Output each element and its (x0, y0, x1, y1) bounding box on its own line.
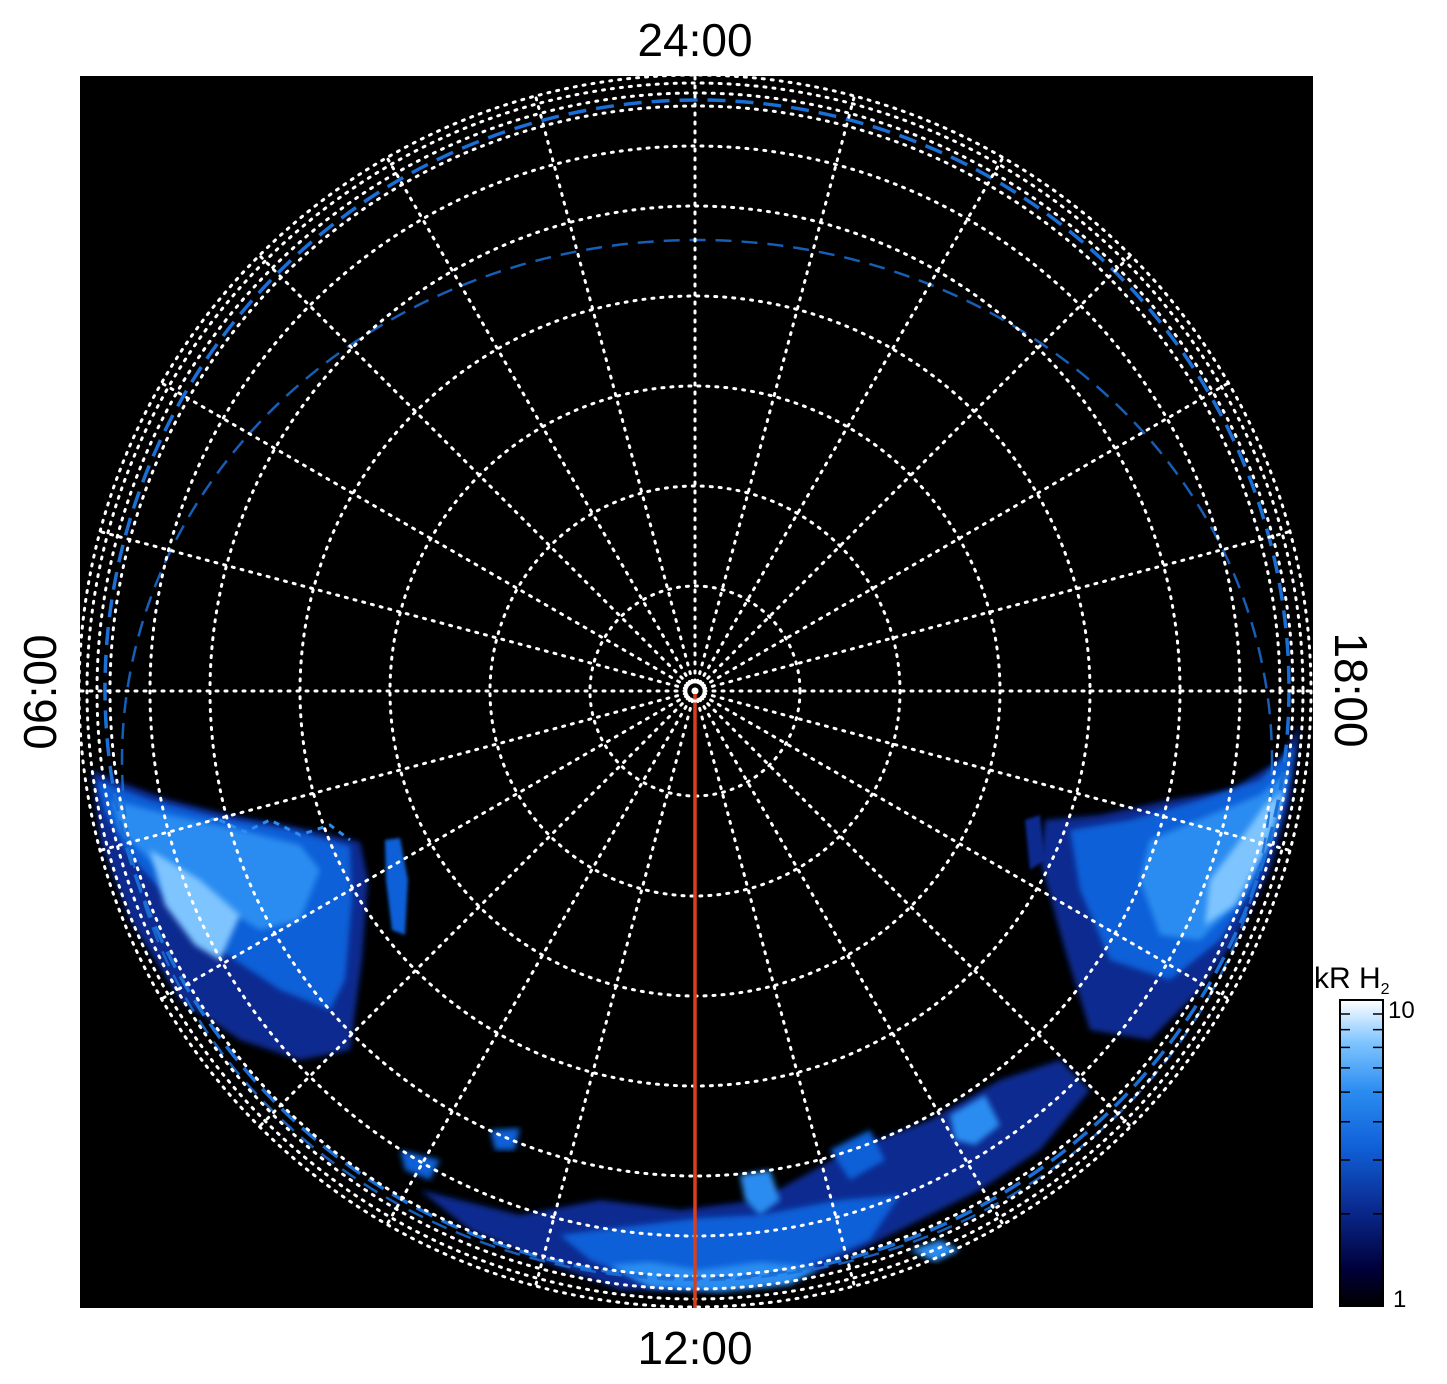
grid-meridian (693, 381, 1230, 693)
grid-meridian (98, 689, 697, 852)
grid-meridian (693, 689, 1005, 1226)
grid-meridian (693, 689, 1292, 852)
colorbar-min-label: 1 (1393, 1286, 1406, 1313)
grid-meridian (693, 94, 856, 693)
grid-meridian (534, 94, 697, 693)
grid-ring (80, 76, 1313, 1308)
reference-oval-dashed (103, 98, 1291, 1280)
pole-marker-icon (683, 679, 707, 703)
grid-meridian (534, 689, 697, 1288)
reference-oval-inner-dashed (120, 238, 1274, 1282)
grid-meridian (257, 253, 697, 693)
grid-meridian (98, 530, 697, 693)
colorbar-max-label: 10 (1388, 997, 1415, 1024)
grid-meridian (385, 689, 697, 1226)
colorbar: kR H2 10 1 (1314, 962, 1415, 1313)
grid-meridian (385, 156, 697, 693)
label-noon: 12:00 (637, 1322, 752, 1374)
colorbar-ticks (1340, 999, 1383, 1307)
label-dawn: 06:00 (14, 634, 66, 749)
grid-meridian (257, 689, 697, 1129)
grid-meridian (693, 156, 1005, 693)
colorbar-unit-label: kR H2 (1314, 962, 1390, 998)
grid-meridian (693, 689, 856, 1288)
grid-meridian (160, 689, 697, 1001)
grid-meridian (693, 689, 1230, 1001)
grid-meridian (693, 530, 1292, 693)
grid-meridian (693, 253, 1133, 693)
grid-ring (488, 484, 902, 898)
grid-meridian (160, 381, 697, 693)
colorbar-gradient (1339, 999, 1384, 1307)
grid-meridian (693, 689, 1133, 1129)
label-midnight: 24:00 (637, 14, 752, 66)
label-dusk: 18:00 (1325, 632, 1377, 747)
